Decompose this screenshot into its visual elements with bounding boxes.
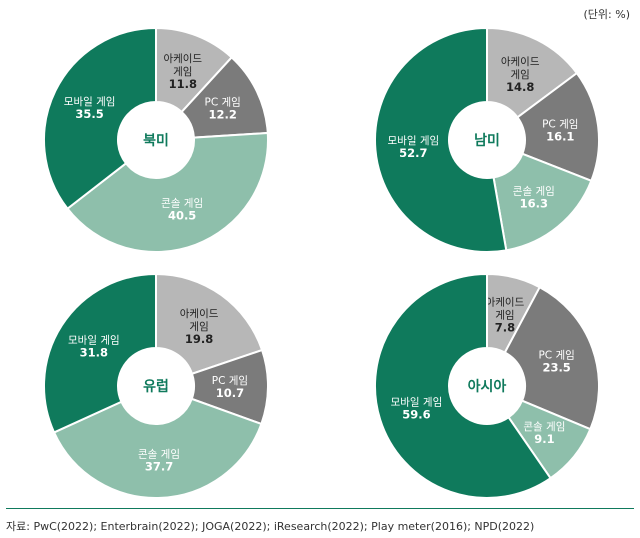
slice-value: 16.3: [520, 197, 548, 211]
slice-label-console: 콘솔 게임 40.5: [161, 197, 203, 223]
region-label: 북미: [143, 133, 169, 149]
slice-name: PC 게임: [538, 349, 574, 362]
slice-label-console: 콘솔 게임 37.7: [138, 447, 180, 473]
slice-name: 게임: [511, 68, 530, 81]
slice-console: [492, 152, 593, 252]
slice-value: 14.8: [506, 80, 534, 94]
slice-value: 19.8: [185, 332, 213, 346]
slice-label-pc: PC 게임 23.5: [538, 349, 574, 375]
slice-label-mobile: 모바일 게임 52.7: [388, 134, 440, 160]
region-label: 유럽: [143, 379, 169, 395]
slice-name: 콘솔 게임: [138, 447, 180, 460]
slice-mobile: [374, 26, 508, 253]
unit-label: (단위: %): [583, 8, 630, 21]
slice-value: 9.1: [534, 432, 554, 446]
slice-label-pc: PC 게임 12.2: [205, 96, 241, 122]
donut-chart-4: 아케이드 게임 7.8 PC 게임 23.5 콘솔 게임 9.1 모바일 게임 59.6 아시아: [374, 272, 600, 499]
region-label: 남미: [474, 132, 500, 149]
slice-arcade: [486, 26, 579, 119]
slice-label-arcade: 아케이드 게임 19.8: [180, 308, 219, 346]
slice-name: 모바일 게임: [391, 395, 443, 408]
region-label: 아시아: [468, 378, 507, 395]
donut-hole: [450, 349, 524, 423]
slice-label-pc: PC 게임 10.7: [212, 374, 248, 400]
slice-pc: [516, 71, 600, 183]
slice-value: 52.7: [399, 146, 427, 160]
donut-hole: [450, 103, 524, 177]
slice-name: 아케이드: [163, 53, 202, 65]
slice-name: PC 게임: [205, 96, 241, 109]
slice-label-arcade: 아케이드 게임 11.8: [163, 53, 202, 91]
slice-name: 게임: [173, 65, 192, 78]
slice-label-pc: PC 게임 16.1: [542, 118, 578, 144]
slice-name: 아케이드: [180, 308, 219, 320]
slice-label-arcade: 아케이드 게임 14.8: [501, 56, 540, 94]
slice-value: 37.7: [145, 459, 173, 473]
slice-name: 아케이드: [501, 56, 540, 68]
slice-mobile: [374, 272, 552, 499]
slice-value: 10.7: [216, 386, 244, 400]
slice-label-console: 콘솔 게임 9.1: [523, 420, 565, 446]
slice-name: 콘솔 게임: [523, 420, 565, 433]
slice-value: 12.2: [208, 108, 236, 122]
donut-hole: [119, 103, 193, 177]
slice-name: PC 게임: [212, 374, 248, 387]
slice-pc: [503, 285, 600, 431]
source-note: 자료: PwC(2022); Enterbrain(2022); JOGA(20…: [6, 520, 535, 533]
slice-value: 11.8: [169, 77, 197, 91]
donut-hole: [119, 349, 193, 423]
slice-console: [66, 131, 269, 253]
slice-name: 모바일 게임: [388, 134, 440, 147]
slice-label-console: 콘솔 게임 16.3: [513, 185, 555, 211]
slice-name: 게임: [189, 320, 208, 333]
slice-name: 아케이드: [486, 296, 525, 308]
slice-name: 게임: [495, 308, 514, 321]
slice-mobile: [43, 26, 157, 211]
slice-value: 31.8: [80, 346, 108, 360]
slice-value: 16.1: [546, 130, 574, 144]
slice-value: 40.5: [168, 209, 196, 223]
slice-name: 콘솔 게임: [513, 185, 555, 198]
slice-label-mobile: 모바일 게임 31.8: [68, 334, 120, 360]
slice-arcade: [155, 272, 264, 376]
slice-value: 7.8: [495, 320, 515, 334]
slice-label-mobile: 모바일 게임 59.6: [391, 395, 443, 421]
source-divider: [6, 508, 634, 509]
slice-console: [52, 397, 263, 499]
slice-name: 모바일 게임: [64, 95, 116, 108]
slice-value: 35.5: [75, 107, 103, 121]
slice-mobile: [43, 272, 157, 434]
slice-name: PC 게임: [542, 118, 578, 131]
slice-label-arcade: 아케이드 게임 7.8: [486, 296, 525, 334]
slice-label-mobile: 모바일 게임 35.5: [64, 95, 116, 121]
donut-chart-3: 아케이드 게임 19.8 PC 게임 10.7 콘솔 게임 37.7 모바일 게임 31.8 유럽: [43, 272, 269, 499]
slice-value: 59.6: [402, 407, 430, 421]
slice-name: 콘솔 게임: [161, 197, 203, 210]
slice-value: 23.5: [542, 361, 570, 375]
slice-name: 모바일 게임: [68, 334, 120, 347]
